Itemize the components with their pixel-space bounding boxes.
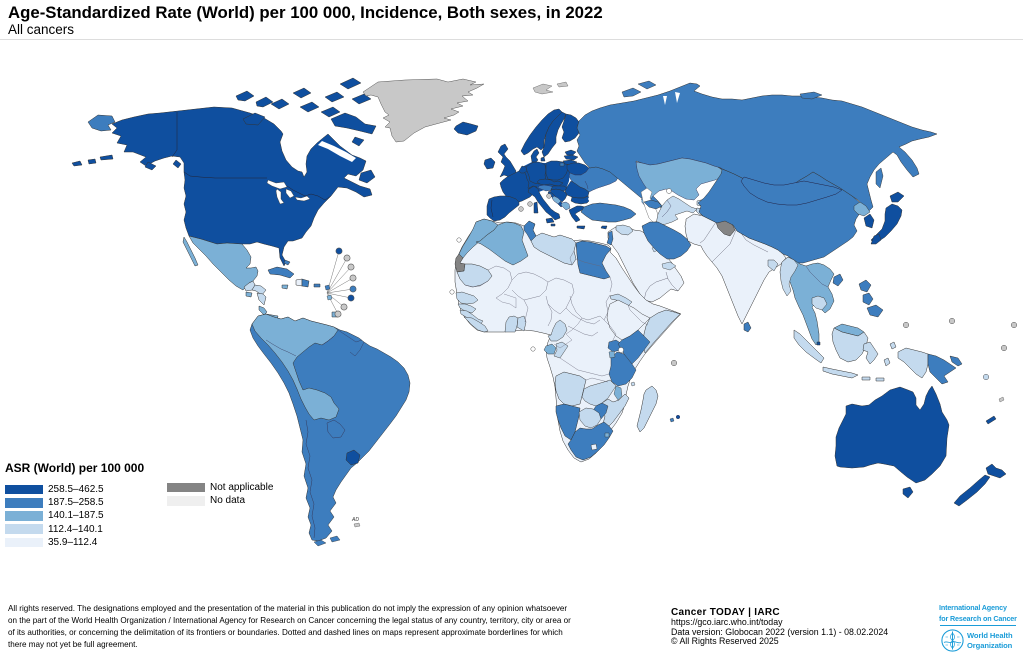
svg-text:AD: AD xyxy=(351,517,359,523)
